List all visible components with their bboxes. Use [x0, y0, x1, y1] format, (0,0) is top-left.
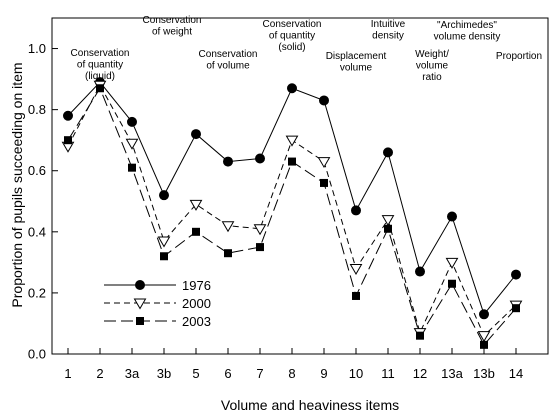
annotation-8: Conservation of quantity (solid) [263, 19, 322, 53]
point-marker [255, 153, 265, 164]
legend-label-1976: 1976 [182, 278, 211, 293]
annotation-2: Conservation of quantity (liquid) [71, 48, 130, 82]
x-tick-label: 1 [64, 366, 71, 381]
point-marker [224, 249, 232, 258]
x-tick-label: 3b [157, 366, 171, 381]
point-marker [63, 110, 73, 121]
point-marker [384, 224, 392, 233]
x-tick-label: 7 [256, 366, 263, 381]
point-marker [136, 317, 144, 325]
point-marker [445, 257, 459, 269]
point-marker [448, 279, 456, 288]
legend-label-2003: 2003 [182, 314, 211, 329]
point-marker [319, 95, 329, 106]
series-line-1976 [67, 81, 517, 316]
legend-label-2000: 2000 [182, 296, 211, 311]
annotation-14: Proportion [496, 51, 542, 62]
point-marker [416, 331, 424, 340]
point-marker [64, 136, 72, 145]
point-marker [351, 205, 361, 216]
annotation-13a: "Archimedes" volume density [434, 20, 501, 43]
point-marker [223, 156, 233, 167]
point-marker [288, 157, 296, 166]
x-tick-label: 12 [413, 366, 427, 381]
x-tick-label: 6 [224, 366, 231, 381]
y-tick-label: 0.8 [28, 102, 46, 117]
y-tick-label: 0.4 [28, 224, 46, 239]
point-marker [125, 138, 139, 150]
point-marker [447, 211, 457, 222]
point-marker [287, 83, 297, 94]
annotation-3a: Conservation of weight [143, 15, 202, 38]
annotation-6: Conservation of volume [199, 49, 258, 72]
point-marker [191, 129, 201, 140]
y-tick-label: 1.0 [28, 41, 46, 56]
item-annotations: Conservation of quantity (liquid) Conservat… [71, 15, 543, 83]
point-marker [381, 215, 395, 227]
point-marker [320, 178, 328, 187]
point-marker [253, 224, 267, 236]
chart-axes: 0.00.20.40.60.81.01 2 3a 3b 5 6 7 8 9 10 11 12 13a 13… [28, 17, 549, 381]
point-marker [352, 291, 360, 300]
plot-frame [51, 17, 549, 355]
y-tick-label: 0.2 [28, 285, 46, 300]
point-marker [317, 157, 331, 169]
x-tick-label: 13b [473, 366, 495, 381]
point-marker [285, 135, 299, 147]
point-marker [349, 263, 363, 275]
x-tick-label: 8 [288, 366, 295, 381]
x-tick-label: 2 [96, 366, 103, 381]
point-marker [415, 266, 425, 277]
x-tick-label: 11 [381, 366, 395, 381]
point-marker [511, 269, 521, 280]
x-tick-label: 14 [509, 366, 523, 381]
annotation-11: Intuitive density [371, 19, 406, 42]
point-marker [157, 236, 171, 248]
point-marker [189, 199, 203, 211]
point-marker [192, 227, 200, 236]
annotation-12: Weight/volume ratio [415, 49, 449, 83]
point-marker [96, 84, 104, 93]
annotation-10: Displacement volume [326, 51, 387, 74]
point-marker [160, 252, 168, 261]
point-marker [127, 116, 137, 127]
point-marker [221, 221, 235, 233]
series-markers [61, 77, 523, 349]
point-marker [159, 190, 169, 201]
x-tick-label: 9 [320, 366, 327, 381]
x-tick-label: 10 [349, 366, 363, 381]
point-marker [479, 309, 489, 320]
x-tick-label: 3a [125, 366, 140, 381]
x-axis-title: Volume and heaviness items [221, 397, 399, 413]
point-marker [128, 163, 136, 172]
point-marker [133, 298, 147, 310]
point-marker [135, 280, 145, 290]
point-marker [512, 304, 520, 313]
point-marker [256, 243, 264, 252]
point-marker [383, 147, 393, 158]
x-tick-label: 5 [192, 366, 199, 381]
y-tick-label: 0.6 [28, 163, 46, 178]
point-marker [477, 331, 491, 343]
y-tick-label: 0.0 [28, 347, 46, 362]
point-marker [480, 340, 488, 349]
y-axis-title: Proportion of pupils succeeding on item [9, 62, 25, 307]
x-tick-label: 13a [441, 366, 463, 381]
legend: 1976 2000 2003 [104, 278, 211, 329]
